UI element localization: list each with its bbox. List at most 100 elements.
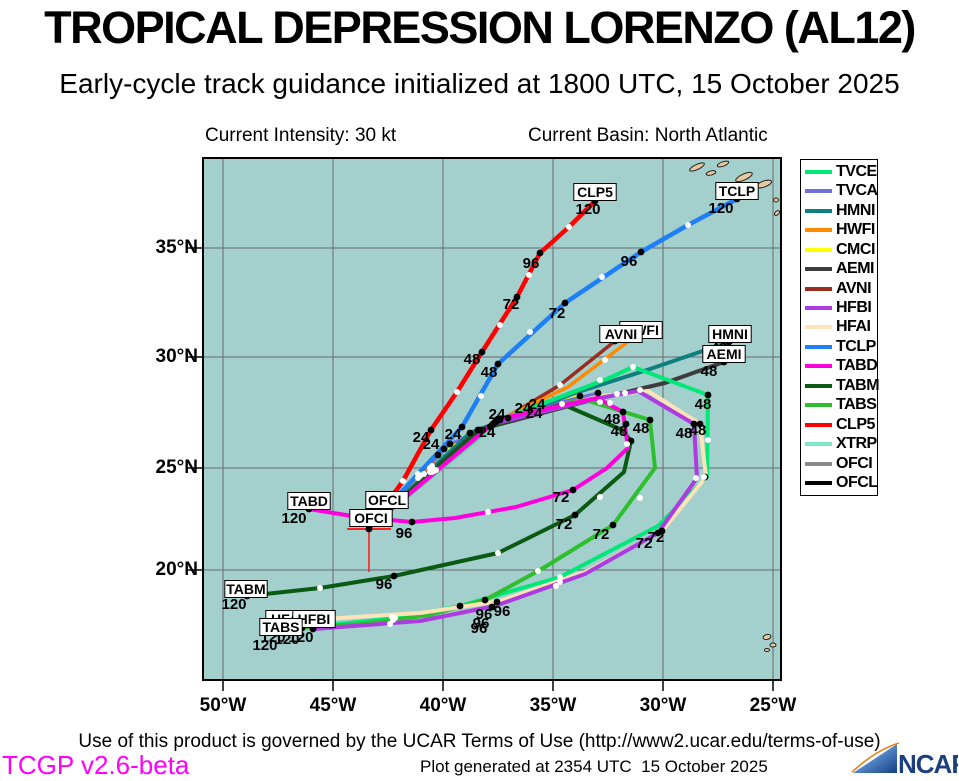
hour-label: 96 [476, 606, 493, 623]
marker-tabs [637, 495, 643, 501]
legend-label: HFAI [836, 318, 871, 336]
hour-label: 48 [701, 363, 718, 380]
lon-label: 40°W [419, 695, 467, 716]
model-box-aemi [702, 345, 746, 363]
legend-swatch-hfbi [805, 306, 832, 311]
marker-tabd [485, 509, 491, 515]
legend-item-hfbi: HFBI [805, 299, 877, 317]
legend-label: HWFI [836, 221, 875, 239]
legend-swatch-ofci [805, 461, 832, 466]
marker-clp5 [427, 426, 435, 434]
marker-hfai [622, 390, 628, 396]
ncar-logo-text: NCAR [898, 749, 958, 779]
marker-xtrp [504, 414, 512, 422]
hour-label: 96 [376, 576, 393, 593]
legend-swatch-cmci [805, 247, 832, 252]
legend-item-tclp: TCLP [805, 338, 877, 356]
legend-label: TVCE [836, 162, 877, 180]
marker-tclp [561, 299, 569, 307]
legend-label: AEMI [836, 260, 875, 278]
legend-swatch-tabd [805, 364, 832, 369]
hour-label: 96 [473, 615, 490, 632]
legend-swatch-tabm [805, 383, 832, 388]
legend-swatch-tvce [805, 169, 832, 174]
island [735, 171, 753, 183]
marker-tabs [646, 416, 654, 424]
marker-tabd [569, 486, 577, 494]
marker-tabm [495, 550, 501, 556]
model-box-label: HFBI [298, 611, 331, 627]
marker-tclp [415, 471, 421, 477]
legend-label: TABS [836, 396, 877, 414]
legend-item-tabm: TABM [805, 377, 880, 395]
legend-label: TVCA [836, 182, 878, 200]
legend-label: OFCI [836, 454, 873, 472]
hour-label: 120 [281, 510, 306, 527]
marker-clp5 [497, 322, 503, 328]
marker-tvce [456, 602, 464, 610]
model-box-avni [599, 325, 643, 343]
model-box-tabs [259, 618, 303, 636]
hour-label: 72 [556, 516, 573, 533]
marker-tabd [607, 400, 613, 406]
start-dot [365, 525, 373, 533]
island [773, 197, 779, 203]
hour-label: 96 [471, 620, 488, 637]
plot-generated-label: Plot generated at 2354 UTC 15 October 20… [420, 757, 768, 776]
marker-clp5 [526, 272, 532, 278]
marker-hwfi [602, 357, 608, 363]
hour-label: 72 [553, 489, 570, 506]
hour-label: 72 [503, 296, 520, 313]
marker-tvce [557, 574, 563, 580]
hour-label: 24 [479, 424, 496, 441]
marker-tvce [704, 391, 712, 399]
marker-tabm [597, 494, 603, 500]
hour-label: 48 [464, 351, 481, 368]
model-box-label: OFCL [368, 492, 407, 508]
island [689, 162, 705, 172]
model-box-tclp [715, 182, 759, 200]
island [773, 210, 781, 216]
model-box-label: OFCI [354, 510, 387, 526]
hour-label: 24 [526, 405, 543, 422]
marker-clp5 [566, 224, 572, 230]
legend-swatch-ofcl [805, 481, 832, 486]
legend-label: XTRP [836, 435, 877, 453]
lon-label: 25°W [749, 695, 797, 716]
legend-item-ofci: OFCI [805, 455, 877, 473]
marker-tabm [317, 585, 323, 591]
marker-clp5 [478, 348, 486, 356]
legend-item-hwfi: HWFI [805, 221, 877, 239]
ucar-terms-text: Use of this product is governed by the U… [78, 731, 881, 752]
hour-label: 96 [621, 253, 638, 270]
model-box-label: TABD [290, 493, 328, 509]
legend-label: OFCL [836, 474, 878, 492]
marker-hfbi [693, 475, 699, 481]
marker-tclp [458, 423, 466, 431]
hour-label: 48 [604, 411, 621, 428]
legend-item-tvca: TVCA [805, 182, 878, 200]
legend-swatch-hfai [805, 325, 832, 330]
hour-label: 48 [633, 420, 650, 437]
ncar-logo-swoosh [853, 744, 897, 773]
page-title: TROPICAL DEPRESSION LORENZO (AL12) [44, 2, 916, 53]
marker-cmci [440, 445, 448, 453]
marker-tclp [599, 274, 605, 280]
legend-item-clp5: CLP5 [805, 416, 877, 434]
model-label-boxes: CLP5TCLPHWFIAVNIHMNIAEMIOFCLOFCITABDTABM… [224, 182, 759, 636]
legend-item-tvce: TVCE [805, 163, 877, 181]
hour-label: 48 [695, 396, 712, 413]
marker-tabd [431, 467, 437, 473]
legend-swatch-tclp [805, 344, 832, 349]
hour-label: 24 [489, 406, 506, 423]
hour-label: 72 [648, 529, 665, 546]
marker-hfbi [387, 621, 393, 627]
marker-tvce [705, 437, 711, 443]
hour-label: 72 [549, 305, 566, 322]
legend-item-hfai: HFAI [805, 318, 877, 336]
marker-hfbi [654, 529, 662, 537]
marker-aemi [637, 387, 643, 393]
marker-avni [557, 382, 563, 388]
legend-swatch-hwfi [805, 228, 832, 233]
